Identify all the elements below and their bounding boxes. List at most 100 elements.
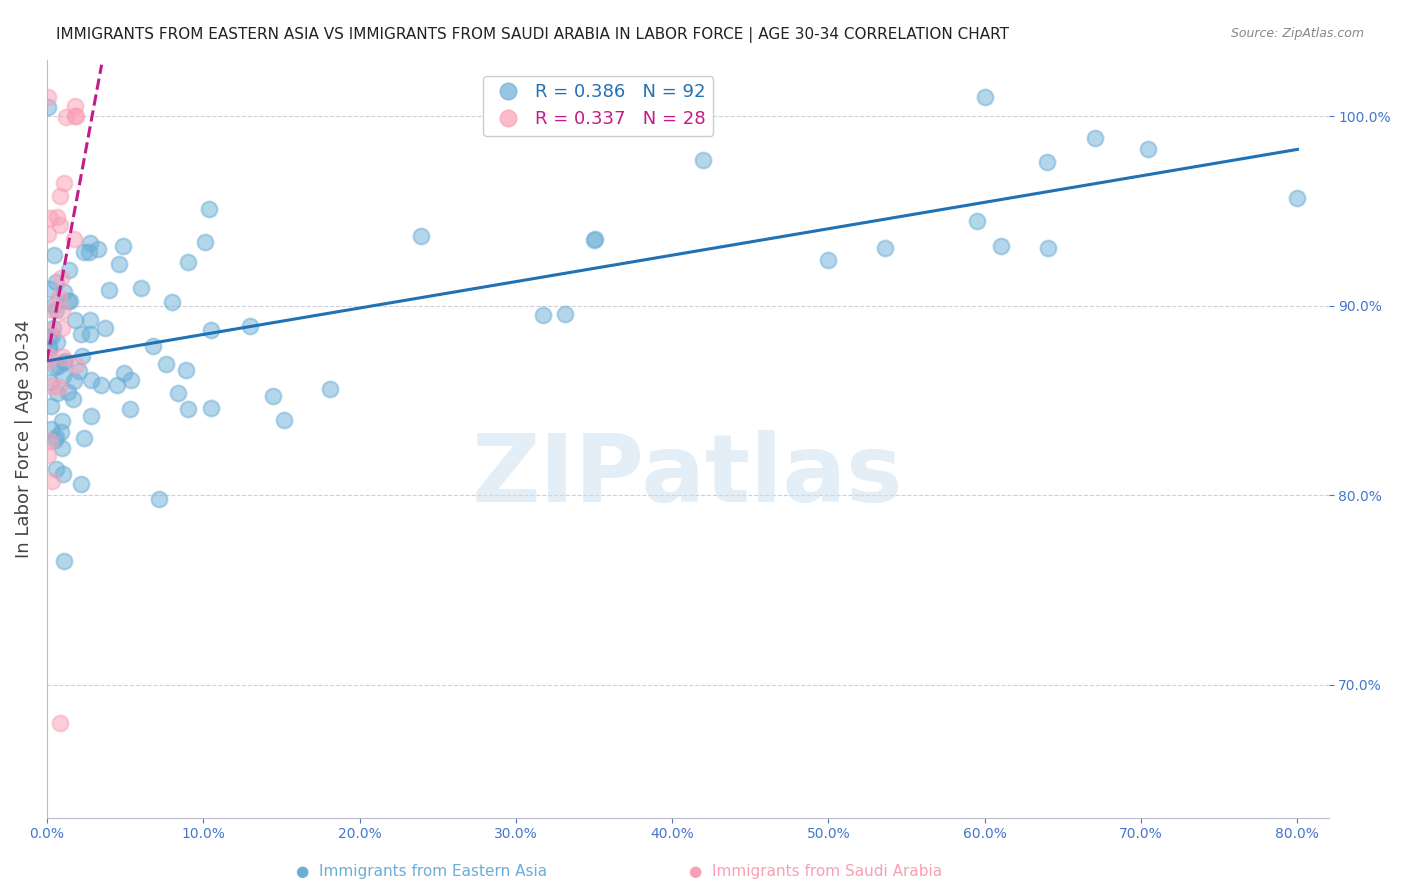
- Point: [148, 491, 170, 506]
- Point: [817, 252, 839, 267]
- Point: [582, 233, 605, 247]
- Point: [70, 349, 93, 363]
- Point: [38, 329, 60, 343]
- Point: [167, 385, 190, 400]
- Point: [58, 384, 80, 399]
- Point: [48, 219, 70, 233]
- Point: [80, 373, 103, 387]
- Point: [39, 399, 62, 413]
- Point: [58, 263, 80, 277]
- Point: [38, 339, 60, 353]
- Point: [48, 290, 70, 304]
- Point: [69, 326, 91, 341]
- Point: [49, 270, 72, 285]
- Point: [56, 294, 79, 309]
- Point: [155, 357, 177, 371]
- Y-axis label: In Labor Force | Age 30-34: In Labor Force | Age 30-34: [15, 319, 32, 558]
- Point: [583, 232, 606, 246]
- Point: [48, 380, 70, 394]
- Point: [51, 414, 73, 428]
- Point: [52, 350, 75, 364]
- Point: [160, 294, 183, 309]
- Point: [176, 255, 198, 269]
- Point: [41, 302, 63, 317]
- Point: [45, 211, 67, 225]
- Point: [65, 98, 87, 112]
- Point: [990, 239, 1012, 253]
- Point: [533, 308, 555, 322]
- Point: [111, 238, 134, 252]
- Point: [51, 304, 73, 318]
- Point: [194, 235, 217, 250]
- Point: [41, 329, 63, 343]
- Text: Source: ZipAtlas.com: Source: ZipAtlas.com: [1230, 27, 1364, 40]
- Point: [52, 554, 75, 568]
- Point: [37, 90, 59, 104]
- Point: [45, 462, 67, 476]
- Point: [105, 378, 128, 392]
- Point: [38, 342, 60, 356]
- Point: [38, 282, 60, 296]
- Point: [45, 303, 67, 318]
- Point: [1286, 191, 1309, 205]
- Point: [1036, 155, 1059, 169]
- Point: [55, 111, 77, 125]
- Point: [51, 321, 73, 335]
- Point: [53, 353, 76, 368]
- Point: [44, 360, 66, 375]
- Point: [875, 241, 897, 255]
- Point: [176, 362, 198, 376]
- Point: [65, 358, 87, 372]
- Point: [79, 235, 101, 250]
- Point: [1136, 142, 1159, 156]
- Text: IMMIGRANTS FROM EASTERN ASIA VS IMMIGRANTS FROM SAUDI ARABIA IN LABOR FORCE | AG: IMMIGRANTS FROM EASTERN ASIA VS IMMIGRAN…: [56, 27, 1010, 43]
- Point: [273, 412, 295, 426]
- Point: [53, 354, 76, 368]
- Point: [53, 177, 76, 191]
- Point: [49, 715, 72, 730]
- Point: [37, 100, 59, 114]
- Point: [44, 434, 66, 448]
- Point: [262, 389, 284, 403]
- Point: [41, 379, 63, 393]
- Point: [409, 229, 432, 244]
- Point: [46, 359, 69, 373]
- Point: [62, 392, 84, 407]
- Text: ●  Immigrants from Saudi Arabia: ● Immigrants from Saudi Arabia: [689, 863, 942, 879]
- Point: [52, 285, 75, 299]
- Point: [72, 245, 94, 260]
- Point: [63, 374, 86, 388]
- Point: [46, 386, 69, 401]
- Point: [67, 363, 90, 377]
- Point: [73, 432, 96, 446]
- Point: [52, 369, 75, 384]
- Point: [118, 402, 141, 417]
- Point: [37, 227, 59, 241]
- Point: [80, 409, 103, 423]
- Point: [51, 441, 73, 455]
- Point: [45, 429, 67, 443]
- Point: [52, 467, 75, 481]
- Point: [49, 425, 72, 439]
- Point: [39, 422, 62, 436]
- Point: [42, 248, 65, 262]
- Point: [79, 313, 101, 327]
- Point: [77, 245, 100, 260]
- Point: [129, 281, 152, 295]
- Point: [1038, 242, 1060, 256]
- Point: [49, 189, 72, 203]
- Point: [554, 307, 576, 321]
- Point: [692, 153, 714, 167]
- Point: [198, 202, 221, 216]
- Point: [65, 110, 87, 124]
- Point: [79, 326, 101, 341]
- Point: [112, 366, 135, 380]
- Point: [45, 276, 67, 290]
- Point: [141, 339, 163, 353]
- Text: ZIPatlas: ZIPatlas: [472, 431, 904, 523]
- Point: [177, 402, 200, 417]
- Point: [87, 242, 110, 256]
- Point: [65, 110, 87, 124]
- Point: [37, 448, 59, 462]
- Point: [39, 375, 62, 389]
